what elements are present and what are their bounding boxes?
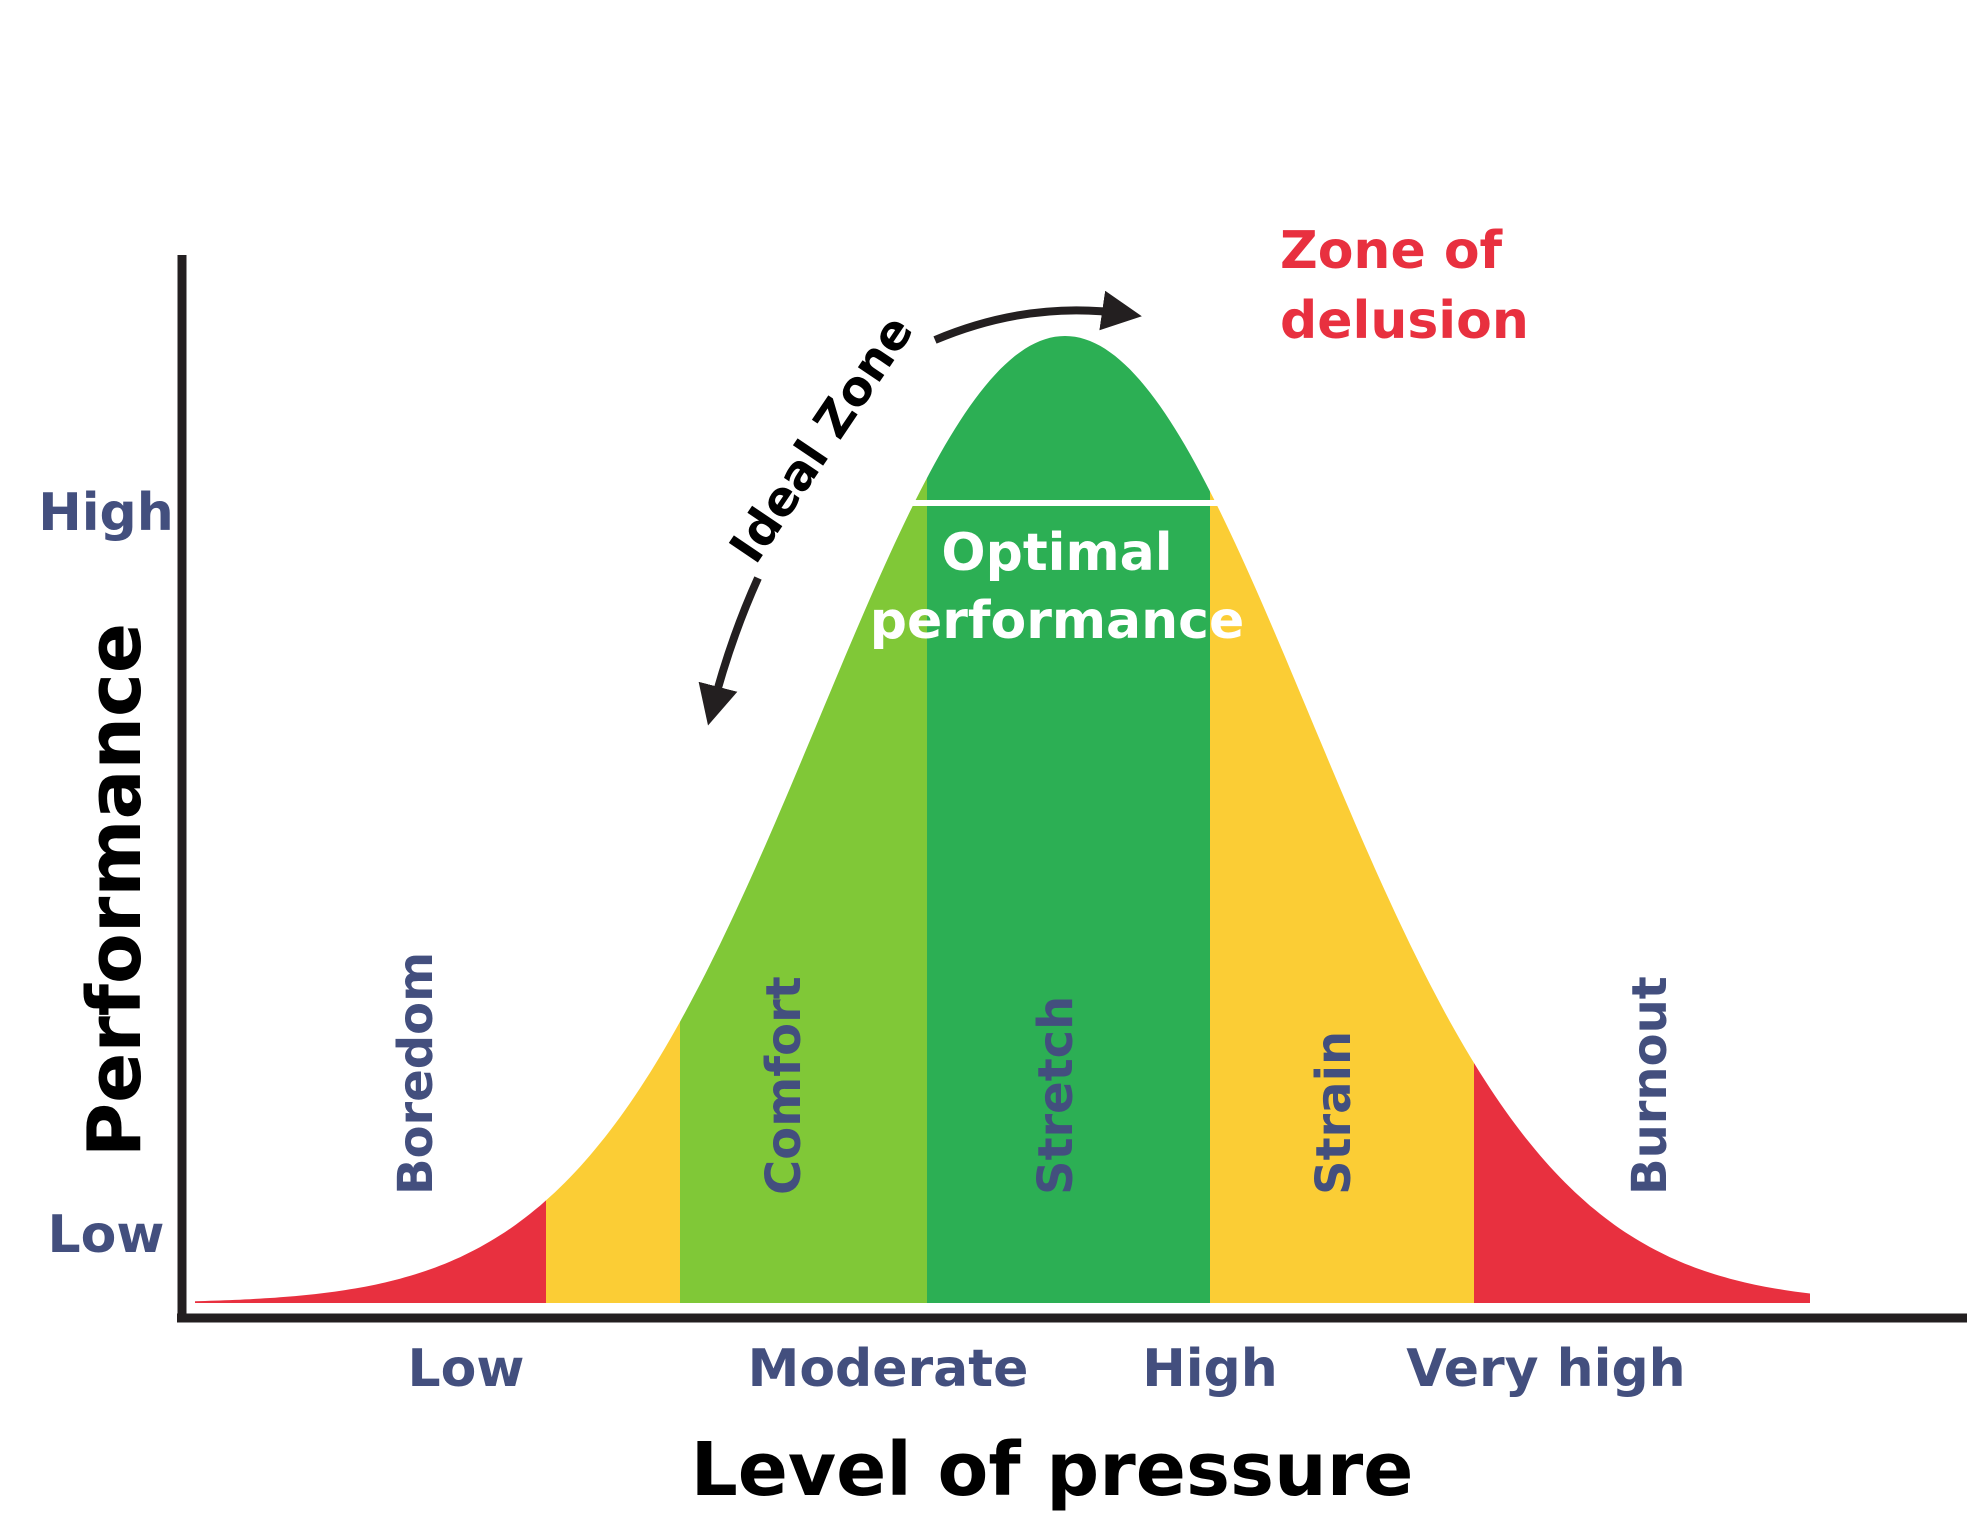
zone-label-comfort: Comfort xyxy=(756,976,812,1195)
zone-label-boredom: Boredom xyxy=(388,952,444,1195)
ideal-zone-label: Ideal Zone xyxy=(719,305,925,572)
zone-label-stretch: Stretch xyxy=(1028,996,1084,1195)
zone-label-burnout: Burnout xyxy=(1622,976,1678,1195)
x-tick-high: High xyxy=(1142,1339,1278,1399)
ideal-zone-arrow-upper xyxy=(933,290,1142,344)
x-tick-low: Low xyxy=(408,1339,525,1399)
optimal-label-line1: Optimal xyxy=(941,523,1172,583)
y-tick-high: High xyxy=(38,483,174,543)
x-tick-very-high: Very high xyxy=(1406,1339,1685,1399)
zone-band-transition xyxy=(546,336,680,1303)
y-axis-label: Performance xyxy=(72,623,158,1157)
delusion-label-line2: delusion xyxy=(1280,291,1529,351)
x-tick-moderate: Moderate xyxy=(748,1339,1029,1399)
x-axis-label: Level of pressure xyxy=(691,1427,1414,1513)
ideal-zone-arrow-lower xyxy=(698,576,762,726)
optimal-label-line2: performance xyxy=(870,591,1245,651)
y-tick-low: Low xyxy=(48,1205,165,1265)
delusion-label-line1: Zone of xyxy=(1280,221,1504,281)
zone-label-strain: Strain xyxy=(1306,1031,1362,1195)
zone-band-boredom xyxy=(195,336,546,1303)
